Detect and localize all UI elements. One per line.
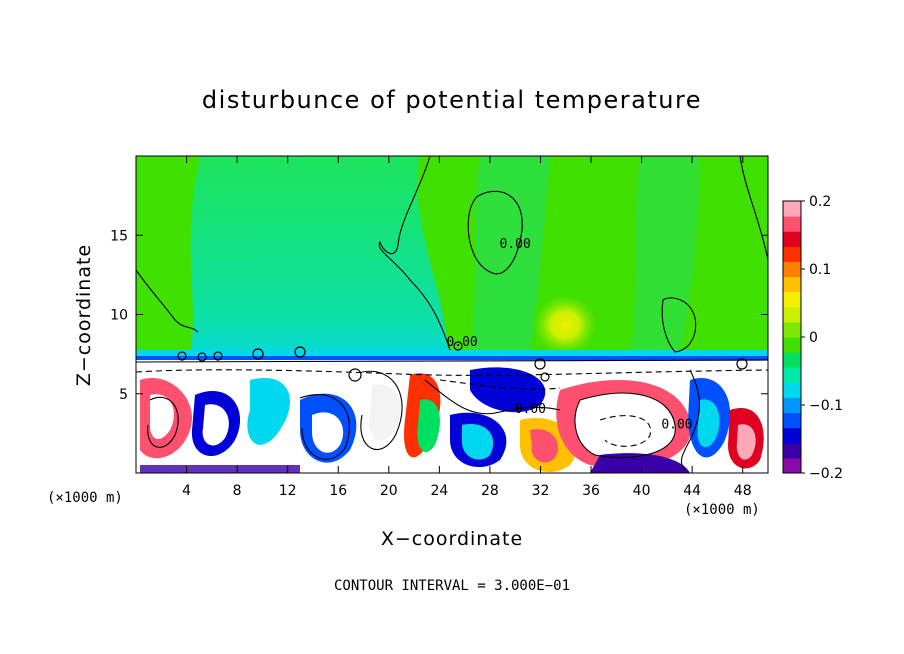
colorbar-swatch (783, 261, 801, 278)
boundary-blob (312, 412, 344, 453)
cool-column-right (630, 156, 700, 356)
boundary-blob (150, 394, 174, 440)
contour-loop (213, 351, 223, 361)
y-axis-label: Z−coordinate (73, 243, 95, 387)
x-tick-label: 36 (582, 483, 600, 499)
contour-interval-note: CONTOUR INTERVAL = 3.000E−01 (333, 578, 571, 594)
contour-line (136, 359, 768, 363)
x-tick-label: 44 (683, 483, 701, 499)
x-tick-label: 28 (481, 483, 499, 499)
boundary-blob (247, 378, 290, 445)
contour-label: 0.00 (446, 335, 477, 350)
boundary-blob (590, 453, 690, 473)
contour-line (739, 156, 768, 261)
colorbar-label: 0.2 (809, 194, 831, 210)
cool-column-left (190, 156, 450, 356)
x-tick-label: 20 (380, 483, 398, 499)
contour-line (439, 379, 561, 390)
y-tick-label: 10 (110, 308, 128, 324)
boundary-blob (417, 399, 440, 453)
contour-line (360, 370, 403, 451)
boundary-blob (736, 424, 756, 460)
contour-line (136, 369, 768, 376)
boundary-blob (470, 367, 546, 413)
contour-line (599, 415, 652, 447)
boundary-blob (462, 424, 494, 460)
contour-loop (177, 351, 187, 361)
colorbar-swatch (783, 216, 801, 232)
contour-loop (348, 368, 362, 382)
x-tick-label: 48 (734, 483, 752, 499)
colorbar-swatch (783, 201, 801, 217)
colorbar-swatch (783, 442, 801, 459)
y-tick-label: 15 (110, 228, 128, 244)
boundary-blob (369, 384, 401, 441)
x-tick-label: 8 (233, 483, 242, 499)
cool-column-center (470, 156, 550, 356)
x-unit-label-right: (×1000 m) (684, 502, 760, 518)
contour-loop (534, 358, 546, 370)
contour-line (661, 297, 697, 353)
contour-label: 0.00 (500, 237, 531, 252)
contour-loop (294, 346, 306, 358)
colorbar-label: −0.2 (809, 466, 843, 482)
x-tick-label: 4 (182, 483, 191, 499)
x-tick-label: 16 (329, 483, 347, 499)
contour-line (680, 369, 701, 471)
contour-line (467, 190, 523, 275)
colorbar-swatch (783, 367, 801, 383)
colorbar-swatch (783, 276, 801, 293)
contour-line (424, 379, 561, 415)
warm-patch (533, 295, 597, 355)
colorbar-swatch (783, 427, 801, 444)
colorbar-swatch (783, 382, 801, 398)
contour-label: 0.00 (661, 418, 692, 433)
chart-title: disturbunce of potential temperature (201, 86, 703, 114)
x-tick-label: 12 (279, 483, 297, 499)
boundary-blob (140, 465, 300, 473)
boundary-blob (530, 429, 559, 463)
colorbar-swatch (783, 246, 801, 262)
colorbar-label: −0.1 (809, 398, 843, 414)
colorbar-swatch (783, 337, 801, 353)
colorbar-label: 0.1 (809, 262, 831, 278)
colorbar-swatch (783, 412, 801, 429)
contour-loop (540, 372, 550, 382)
heatmap-field (136, 156, 768, 473)
x-unit-label-left: (×1000 m) (47, 490, 123, 506)
x-axis-label: X−coordinate (380, 528, 524, 550)
x-tick-label: 40 (633, 483, 651, 499)
contour-line (136, 269, 199, 333)
contour-label: 0.00 (515, 402, 546, 417)
colorbar-swatch (783, 352, 801, 368)
contour-line (147, 396, 179, 448)
contour-loop (197, 352, 207, 362)
contour-loop (736, 358, 748, 370)
boundary-blob (575, 393, 676, 458)
colorbar-label: 0 (809, 330, 818, 346)
contour-loop (453, 341, 463, 351)
x-tick-label: 24 (430, 483, 448, 499)
colorbar-swatch (783, 397, 801, 414)
contour-line (299, 393, 350, 460)
colorbar-swatch (783, 321, 801, 338)
y-tick-label: 5 (119, 387, 128, 403)
colorbar-swatch (783, 457, 801, 474)
colorbar-swatch (783, 306, 801, 323)
contour-loop (252, 348, 264, 360)
contour-line (574, 392, 676, 458)
blue-band (136, 356, 768, 360)
contour-line (378, 156, 451, 351)
boundary-blob (202, 404, 229, 446)
cyan-band (136, 350, 768, 358)
colorbar-swatch (783, 231, 801, 247)
boundary-blob (697, 399, 720, 448)
colorbar-swatch (783, 291, 801, 308)
x-tick-label: 32 (532, 483, 550, 499)
